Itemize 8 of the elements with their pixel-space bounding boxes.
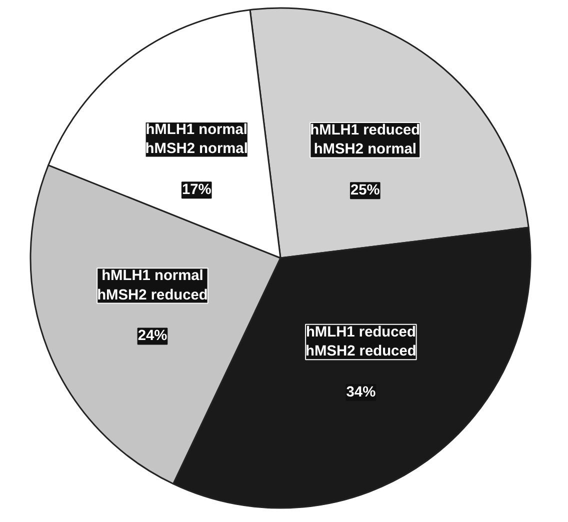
slice-label: hMLH1 normal hMSH2 normal [145,122,248,158]
slice-label: hMLH1 reduced hMSH2 normal [310,122,420,158]
slice-label: hMLH1 reduced hMSH2 reduced [306,324,416,360]
data-label: 25% [350,182,380,199]
data-label: 34% [346,384,376,401]
data-label: 17% [182,182,212,198]
slice-label: hMLH1 normal hMSH2 reduced [97,268,208,304]
data-label: 24% [138,328,168,344]
